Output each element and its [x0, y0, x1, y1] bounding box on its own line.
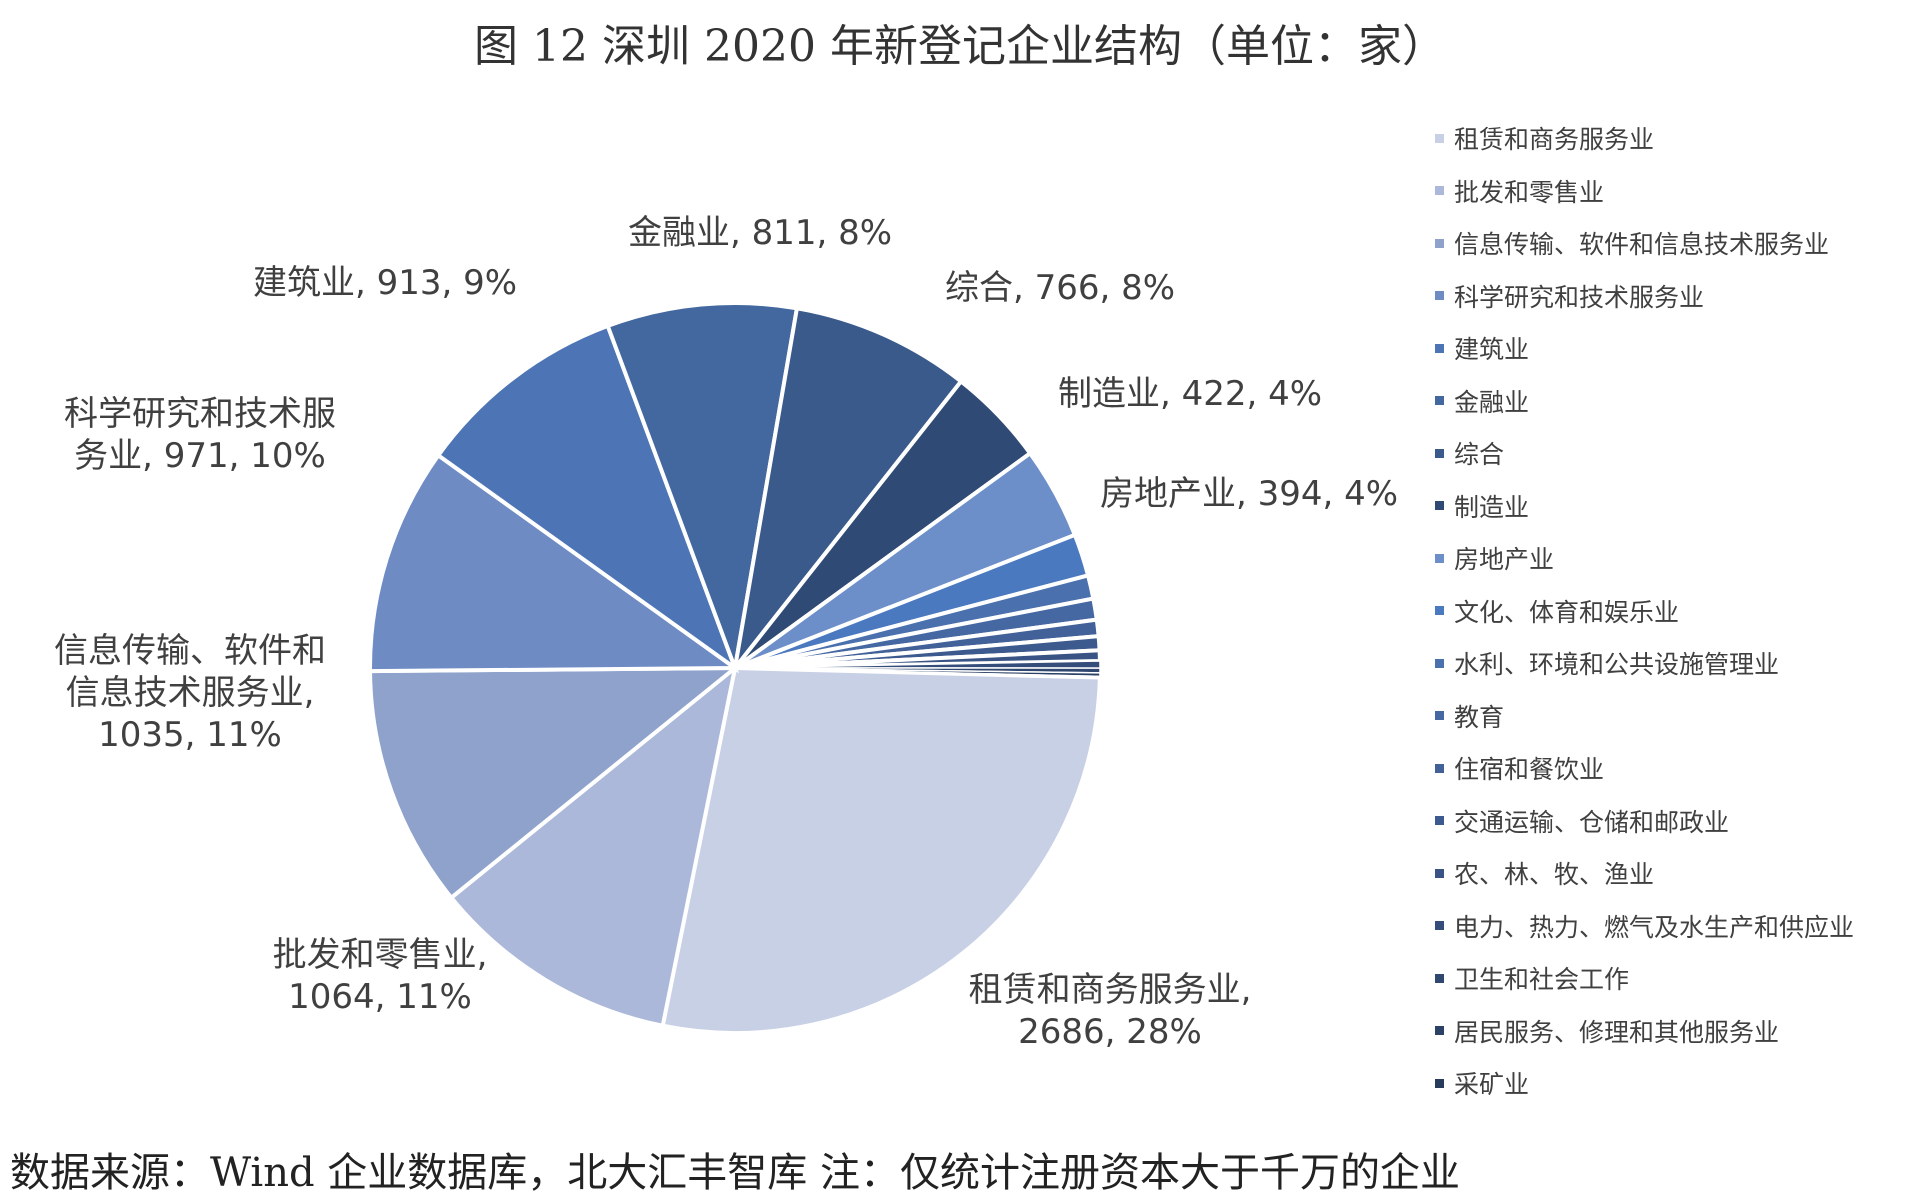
legend-swatch [1435, 133, 1444, 143]
legend-swatch [1435, 448, 1444, 458]
legend-item-14: 农、林、牧、渔业 [1435, 847, 1915, 900]
legend-label: 卫生和社会工作 [1454, 965, 1630, 995]
legend-swatch [1435, 553, 1444, 563]
legend-item-11: 教育 [1435, 690, 1915, 743]
legend-swatch [1435, 816, 1444, 826]
legend-swatch [1435, 238, 1444, 248]
legend-label: 居民服务、修理和其他服务业 [1454, 1017, 1780, 1047]
legend-swatch [1435, 396, 1444, 406]
slice-labels: 租赁和商务服务业, 2686, 28% 批发和零售业, 1064, 11% 信息传输、软… [54, 213, 1398, 1052]
legend-swatch [1435, 921, 1444, 931]
legend-item-12: 住宿和餐饮业 [1435, 742, 1915, 795]
legend-item-13: 交通运输、仓储和邮政业 [1435, 795, 1915, 848]
legend-swatch [1435, 711, 1444, 721]
legend-label: 交通运输、仓储和邮政业 [1454, 807, 1730, 837]
legend-swatch [1435, 501, 1444, 511]
slice-label-0: 租赁和商务服务业, 2686, 28% [969, 970, 1252, 1052]
slice-label-7: 制造业, 422, 4% [1058, 374, 1322, 414]
legend-item-4: 建筑业 [1435, 322, 1915, 375]
slice-label-3: 科学研究和技术服务业, 971, 10% [64, 394, 336, 476]
legend-item-18: 采矿业 [1435, 1057, 1915, 1110]
slice-label-4: 建筑业, 913, 9% [253, 263, 517, 303]
slice-label-1: 批发和零售业, 1064, 11% [273, 935, 488, 1017]
legend-label: 信息传输、软件和信息技术服务业 [1454, 230, 1830, 260]
pie-slice-0 [660, 665, 1102, 1035]
legend-label: 建筑业 [1454, 335, 1530, 365]
legend-label: 房地产业 [1454, 545, 1555, 575]
legend-swatch [1435, 291, 1444, 301]
legend-item-1: 批发和零售业 [1435, 165, 1915, 218]
legend-item-9: 文化、体育和娱乐业 [1435, 585, 1915, 638]
legend-swatch [1435, 658, 1444, 668]
pie-slice-3 [368, 452, 742, 674]
legend-label: 批发和零售业 [1454, 177, 1605, 207]
source-note: 数据来源：Wind 企业数据库，北大汇丰智库 注：仅统计注册资本大于千万的企业 [10, 1150, 1460, 1196]
legend-swatch [1435, 973, 1444, 983]
legend-swatch [1435, 1078, 1444, 1088]
legend-item-2: 信息传输、软件和信息技术服务业 [1435, 217, 1915, 270]
chart-title: 图 12 深圳 2020 年新登记企业结构（单位：家） [474, 21, 1446, 72]
chart-legend: 租赁和商务服务业 批发和零售业信息传输、软件和信息技术服务业 科学研究和技术服务业建… [1435, 112, 1915, 1110]
slice-label-8: 房地产业, 394, 4% [1100, 474, 1398, 514]
legend-label: 金融业 [1454, 387, 1530, 417]
legend-item-17: 居民服务、修理和其他服务业 [1435, 1005, 1915, 1058]
slice-label-2: 信息传输、软件和信息技术服务业, 1035, 11% [54, 631, 326, 755]
legend-label: 住宿和餐饮业 [1454, 755, 1605, 785]
legend-swatch [1435, 763, 1444, 773]
pie-slice-6 [733, 305, 964, 670]
pie-slice-1 [448, 662, 739, 1029]
legend-label: 采矿业 [1454, 1070, 1530, 1100]
legend-label: 制造业 [1454, 492, 1530, 522]
legend-swatch [1435, 186, 1444, 196]
legend-swatch [1435, 1026, 1444, 1036]
legend-item-0: 租赁和商务服务业 [1435, 112, 1915, 165]
legend-label: 水利、环境和公共设施管理业 [1454, 650, 1780, 680]
legend-label: 科学研究和技术服务业 [1454, 282, 1705, 312]
slice-label-6: 综合, 766, 8% [945, 268, 1175, 308]
legend-item-6: 综合 [1435, 427, 1915, 480]
legend-item-16: 卫生和社会工作 [1435, 952, 1915, 1005]
legend-swatch [1435, 606, 1444, 616]
legend-item-5: 金融业 [1435, 375, 1915, 428]
legend-label: 农、林、牧、渔业 [1454, 860, 1655, 890]
legend-label: 电力、热力、燃气及水生产和供应业 [1454, 912, 1855, 942]
legend-item-7: 制造业 [1435, 480, 1915, 533]
pie-slices [367, 301, 1102, 1035]
legend-swatch [1435, 868, 1444, 878]
legend-item-10: 水利、环境和公共设施管理业 [1435, 637, 1915, 690]
legend-item-15: 电力、热力、燃气及水生产和供应业 [1435, 900, 1915, 953]
legend-label: 租赁和商务服务业 [1454, 125, 1655, 155]
legend-item-3: 科学研究和技术服务业 [1435, 270, 1915, 323]
slice-label-5: 金融业, 811, 8% [628, 213, 892, 253]
legend-label: 教育 [1454, 702, 1505, 732]
legend-item-8: 房地产业 [1435, 532, 1915, 585]
legend-label: 综合 [1454, 440, 1505, 470]
pie-slice-4 [435, 323, 740, 674]
pie-slice-2 [367, 665, 741, 901]
pie-slice-18 [734, 667, 1101, 679]
legend-label: 文化、体育和娱乐业 [1454, 597, 1680, 627]
legend-swatch [1435, 343, 1444, 353]
